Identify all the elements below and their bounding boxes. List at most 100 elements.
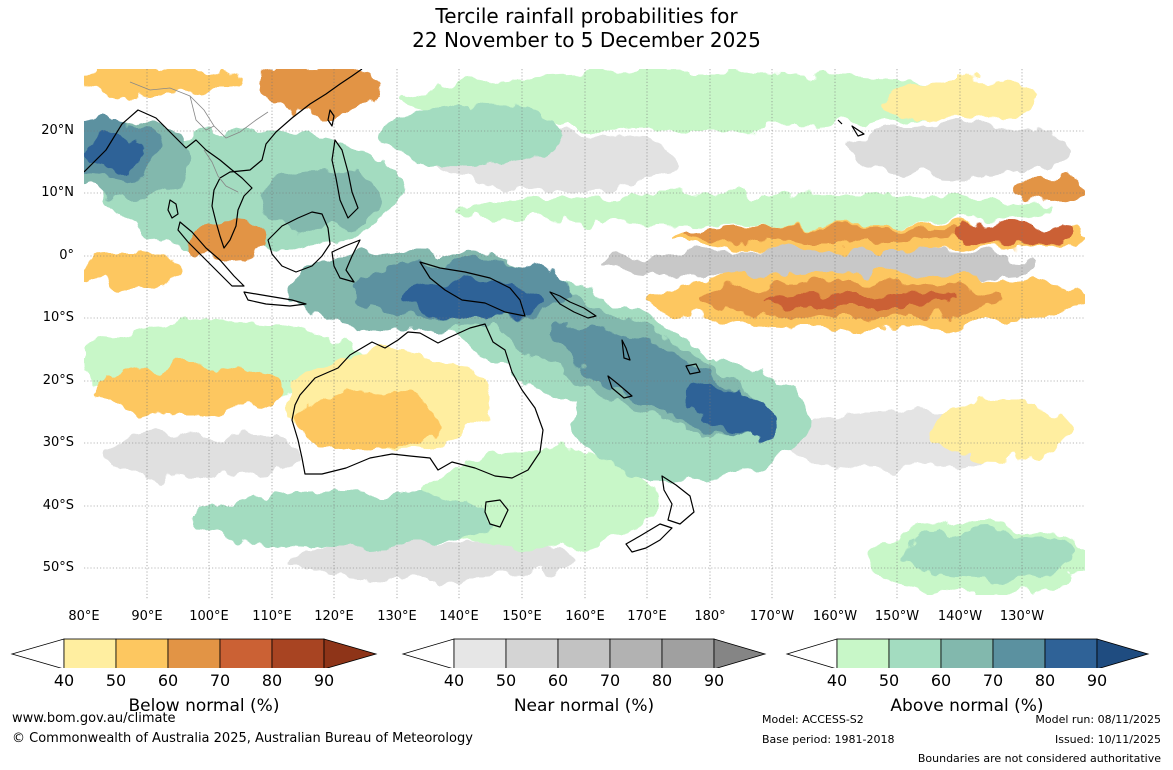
new-guinea-coastline [419, 261, 526, 317]
above-normal-region [190, 492, 490, 548]
above-normal-region [683, 382, 777, 438]
lat-label-30s: 30°S [42, 435, 74, 450]
title-line-2: 22 November to 5 December 2025 [412, 28, 761, 52]
title-line-1: Tercile rainfall probabilities for [435, 4, 738, 28]
legend-tick: 90 [313, 671, 335, 690]
model-text: Model: ACCESS-S2 [762, 713, 864, 726]
lat-label-20n: 20°N [41, 123, 74, 138]
legend-swatch [219, 638, 273, 668]
chart-title: Tercile rainfall probabilities for 22 No… [0, 4, 1173, 52]
sumatra-coastline [177, 221, 245, 287]
legend-swatch [63, 638, 117, 668]
legend-tick: 90 [703, 671, 725, 690]
lon-label-140w: 140°W [937, 609, 983, 624]
below-normal-region [880, 80, 1040, 120]
lon-label-160w: 160°W [812, 609, 858, 624]
asia-mainland-coastline [84, 69, 363, 249]
below-normal-region [950, 223, 1070, 247]
lat-label-40s: 40°S [42, 498, 74, 513]
legend-swatch [992, 638, 1046, 668]
above-normal-region [460, 194, 1060, 226]
legend-extend-low [10, 638, 65, 668]
legend-tick: 70 [982, 671, 1004, 690]
lon-label-170e: 170°E [627, 609, 667, 624]
above-normal-region [400, 280, 540, 320]
legend-tick: 40 [443, 671, 465, 690]
issued-text: Issued: 10/11/2025 [1054, 733, 1161, 746]
taiwan-coastline [327, 109, 335, 127]
lon-label-100e: 100°E [189, 609, 229, 624]
lon-label-130w: 130°W [999, 609, 1045, 624]
above-normal-region [400, 72, 1000, 128]
australia-coastline [291, 323, 544, 479]
legend-above-normal: 40 50 60 70 80 90 Above normal (%) [785, 632, 1153, 722]
lat-label-0: 0° [59, 248, 74, 263]
legend-swatch [505, 638, 559, 668]
legend-swatch [940, 638, 994, 668]
tasmania-coastline [484, 499, 509, 528]
lon-label-170w: 170°W [749, 609, 795, 624]
legend-extend-low [401, 638, 455, 668]
base-period-text: Base period: 1981-2018 [762, 733, 895, 746]
lon-label-150w: 150°W [874, 609, 920, 624]
lon-label-120e: 120°E [314, 609, 354, 624]
legend-swatch [888, 638, 942, 668]
legend-tick: 80 [1034, 671, 1056, 690]
legend-swatch [271, 638, 325, 668]
legend-extend-high [1096, 638, 1150, 668]
below-normal-region [680, 226, 960, 244]
legend-swatch [115, 638, 169, 668]
solomon-islands-coastline [549, 291, 597, 319]
java-coastline [243, 291, 307, 307]
lon-label-180: 180° [694, 609, 726, 624]
legend-tick: 80 [261, 671, 283, 690]
below-normal-region [260, 69, 380, 115]
lon-label-140e: 140°E [439, 609, 479, 624]
legend-colorbar [401, 638, 767, 668]
hawaii-coastline [837, 119, 865, 137]
legend-near-normal: 40 50 60 70 80 90 Near normal (%) [401, 632, 769, 722]
above-normal-region [380, 105, 560, 165]
legend-swatch [453, 638, 507, 668]
legend-swatch [609, 638, 663, 668]
map-gridlines [84, 69, 1085, 600]
near-normal-region [290, 542, 570, 578]
legend-tick: 50 [495, 671, 517, 690]
vanuatu-coastline [621, 339, 631, 361]
legend-tick: 70 [209, 671, 231, 690]
new-caledonia-coastline [607, 375, 633, 399]
legend-swatch [836, 638, 890, 668]
below-normal-region [930, 400, 1070, 460]
above-normal-region [900, 531, 1080, 579]
copyright-text: © Commonwealth of Australia 2025, Austra… [12, 731, 473, 746]
legend-extend-low [785, 638, 838, 668]
legend-extend-high [323, 638, 378, 668]
model-run-text: Model run: 08/11/2025 [1035, 713, 1161, 726]
borneo-coastline [267, 211, 331, 273]
legend-title: Below normal (%) [128, 696, 280, 716]
legend-title: Near normal (%) [513, 696, 655, 716]
legend-tick: 60 [547, 671, 569, 690]
legend-swatch [167, 638, 221, 668]
lon-label-150e: 150°E [502, 609, 542, 624]
below-normal-region [100, 365, 280, 415]
legend-tick: 50 [105, 671, 127, 690]
new-zealand-north-coastline [661, 475, 695, 525]
lon-label-160e: 160°E [565, 609, 605, 624]
below-normal-region [760, 292, 960, 308]
legend-tick: 70 [599, 671, 621, 690]
disclaimer-text: Boundaries are not considered authoritat… [917, 752, 1161, 765]
lat-label-50s: 50°S [42, 560, 74, 575]
below-normal-region [300, 390, 440, 450]
legend-tick: 60 [157, 671, 179, 690]
legend-tick: 50 [878, 671, 900, 690]
legend-tick: 40 [53, 671, 75, 690]
near-normal-region [600, 249, 1040, 281]
website-link[interactable]: www.bom.gov.au/climate [12, 711, 176, 726]
new-zealand-south-coastline [625, 523, 673, 553]
lon-label-130e: 130°E [377, 609, 417, 624]
above-normal-region [85, 134, 145, 170]
country-borders [129, 81, 269, 193]
legend-tick: 80 [651, 671, 673, 690]
legend-tick: 60 [930, 671, 952, 690]
